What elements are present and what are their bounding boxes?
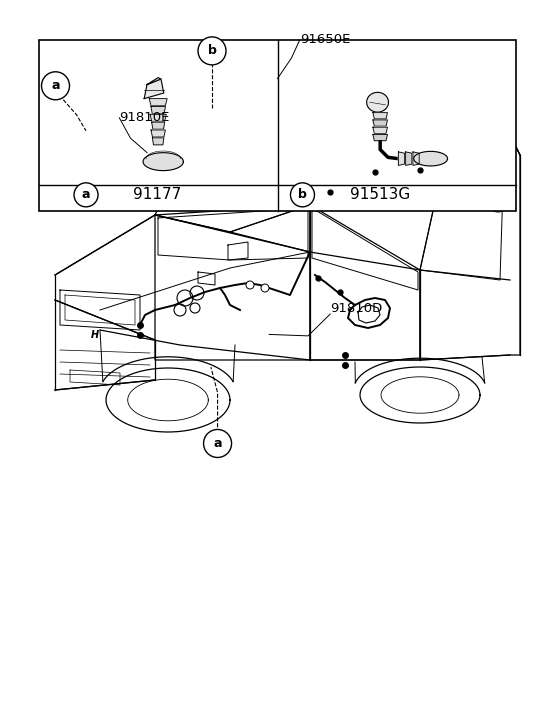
Text: 91513G: 91513G	[350, 188, 410, 202]
Text: a: a	[213, 437, 222, 450]
Polygon shape	[144, 79, 164, 99]
Polygon shape	[153, 138, 164, 145]
Circle shape	[290, 182, 315, 207]
Polygon shape	[147, 78, 161, 84]
Polygon shape	[152, 122, 165, 129]
Text: b: b	[208, 44, 216, 57]
Circle shape	[261, 284, 269, 292]
Circle shape	[42, 72, 69, 100]
Circle shape	[246, 281, 254, 289]
Circle shape	[74, 182, 98, 207]
Polygon shape	[151, 106, 165, 113]
Polygon shape	[150, 114, 166, 121]
Text: b: b	[298, 188, 307, 201]
Polygon shape	[373, 120, 387, 126]
Polygon shape	[151, 130, 165, 137]
Text: a: a	[82, 188, 90, 201]
Polygon shape	[413, 152, 419, 166]
Text: a: a	[51, 79, 60, 92]
Polygon shape	[367, 92, 388, 112]
Text: H: H	[91, 330, 99, 340]
Text: 91810D: 91810D	[330, 302, 382, 316]
Polygon shape	[373, 113, 387, 119]
Polygon shape	[143, 153, 183, 171]
Polygon shape	[149, 99, 167, 105]
Polygon shape	[373, 134, 387, 141]
Polygon shape	[398, 152, 405, 166]
Polygon shape	[406, 152, 412, 166]
Circle shape	[204, 430, 231, 457]
Text: 91177: 91177	[133, 188, 181, 202]
Text: 91650E: 91650E	[300, 33, 350, 47]
Polygon shape	[373, 127, 387, 134]
Bar	[39, 40, 516, 211]
Polygon shape	[413, 151, 447, 166]
Text: 91810E: 91810E	[119, 111, 170, 124]
Circle shape	[198, 37, 226, 65]
